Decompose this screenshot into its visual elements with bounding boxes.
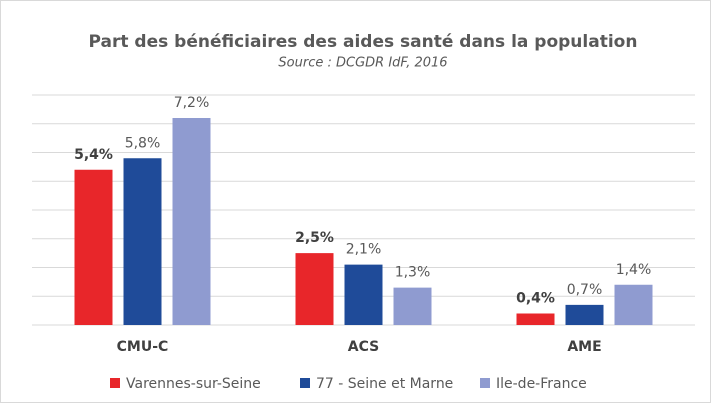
bar	[344, 264, 383, 325]
data-label: 7,2%	[174, 95, 210, 111]
bar	[123, 158, 162, 325]
x-tick-label: AME	[567, 339, 601, 355]
x-tick-label: CMU-C	[117, 339, 169, 355]
bar	[565, 304, 604, 325]
bar	[74, 169, 113, 325]
bar	[516, 313, 555, 325]
bar	[614, 284, 653, 325]
bar	[295, 253, 334, 325]
data-label: 0,4%	[516, 291, 555, 307]
data-label: 2,5%	[295, 230, 334, 246]
data-label: 5,4%	[74, 147, 113, 163]
data-label: 1,4%	[616, 262, 652, 278]
data-label: 5,8%	[125, 135, 161, 151]
bar	[172, 118, 211, 325]
chart-title: Part des bénéficiaires des aides santé d…	[89, 32, 638, 52]
data-label: 1,3%	[395, 265, 431, 281]
x-tick-label: ACS	[348, 339, 379, 355]
legend-label: 77 - Seine et Marne	[316, 376, 453, 392]
legend-label: Ile-de-France	[496, 376, 587, 392]
data-label: 0,7%	[567, 282, 603, 298]
chart-subtitle: Source : DCGDR IdF, 2016	[278, 56, 447, 71]
legend-label: Varennes-sur-Seine	[126, 376, 261, 392]
bar	[393, 287, 432, 325]
legend-swatch	[300, 378, 310, 388]
legend-swatch	[110, 378, 120, 388]
legend-swatch	[480, 378, 490, 388]
data-label: 2,1%	[346, 242, 382, 258]
